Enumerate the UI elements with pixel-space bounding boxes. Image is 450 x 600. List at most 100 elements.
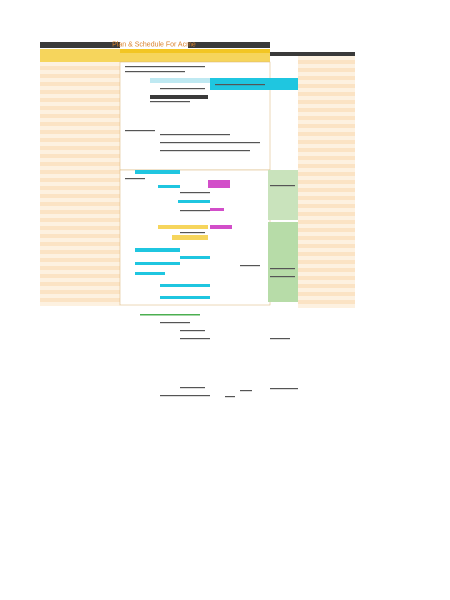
left-rows [40, 62, 120, 306]
text-line [270, 388, 298, 390]
row [40, 154, 120, 158]
yellow-cell [158, 225, 208, 229]
row [40, 262, 120, 266]
row [298, 112, 355, 116]
row [298, 68, 355, 72]
row [40, 270, 120, 274]
row [298, 216, 355, 220]
text-line [180, 387, 205, 389]
cyan-cell [135, 170, 180, 174]
row [40, 98, 120, 102]
row [40, 94, 120, 98]
row [40, 74, 120, 78]
row [298, 268, 355, 272]
text-line [180, 330, 205, 332]
row [40, 198, 120, 202]
row [40, 62, 120, 66]
row [298, 244, 355, 248]
row [298, 84, 355, 88]
text-line [270, 185, 295, 187]
row [298, 108, 355, 112]
text-line [270, 268, 295, 270]
row [298, 272, 355, 276]
row [298, 164, 355, 168]
row [298, 92, 355, 96]
row [40, 234, 120, 238]
row [298, 196, 355, 200]
row [40, 222, 120, 226]
row [40, 182, 120, 186]
sheet-title: Plan & Schedule For Acme [112, 41, 196, 48]
row [298, 288, 355, 292]
text-line [160, 134, 230, 136]
row [40, 290, 120, 294]
cyan-cell [158, 185, 180, 188]
row [298, 64, 355, 68]
row [298, 276, 355, 280]
row [298, 240, 355, 244]
yellow-cell [172, 235, 208, 240]
text-line [160, 395, 210, 397]
row [40, 266, 120, 270]
text-line [270, 338, 290, 340]
row [40, 246, 120, 250]
text-line [125, 130, 155, 132]
row [298, 116, 355, 120]
row [40, 226, 120, 230]
row [298, 204, 355, 208]
row [298, 220, 355, 224]
row [40, 242, 120, 246]
row [298, 124, 355, 128]
row [40, 102, 120, 106]
row [40, 302, 120, 306]
row [298, 248, 355, 252]
row [40, 230, 120, 234]
row [40, 250, 120, 254]
text-line [225, 396, 235, 398]
text-line [180, 232, 205, 234]
text-line [150, 101, 190, 103]
row [298, 156, 355, 160]
row [298, 176, 355, 180]
row [298, 264, 355, 268]
row [40, 298, 120, 302]
row [298, 56, 355, 60]
text-line [270, 276, 295, 278]
row [298, 72, 355, 76]
row [298, 128, 355, 132]
row [40, 114, 120, 118]
green-line [140, 314, 200, 316]
row [298, 100, 355, 104]
row [298, 224, 355, 228]
row [40, 210, 120, 214]
row [40, 106, 120, 110]
row [40, 130, 120, 134]
row [298, 180, 355, 184]
row [298, 80, 355, 84]
row [298, 292, 355, 296]
row [40, 294, 120, 298]
row [298, 168, 355, 172]
row [40, 170, 120, 174]
row [298, 172, 355, 176]
cyan-cell [135, 262, 180, 265]
row [298, 144, 355, 148]
row [298, 96, 355, 100]
row [298, 104, 355, 108]
row [298, 148, 355, 152]
row [40, 218, 120, 222]
text-line [160, 88, 205, 90]
row [298, 280, 355, 284]
cyan-cell [135, 248, 180, 252]
row [40, 138, 120, 142]
row [40, 278, 120, 282]
row [40, 190, 120, 194]
row [298, 76, 355, 80]
row [40, 274, 120, 278]
row [40, 206, 120, 210]
row [40, 194, 120, 198]
row [298, 228, 355, 232]
row [298, 296, 355, 300]
cyan-cell [160, 284, 210, 287]
